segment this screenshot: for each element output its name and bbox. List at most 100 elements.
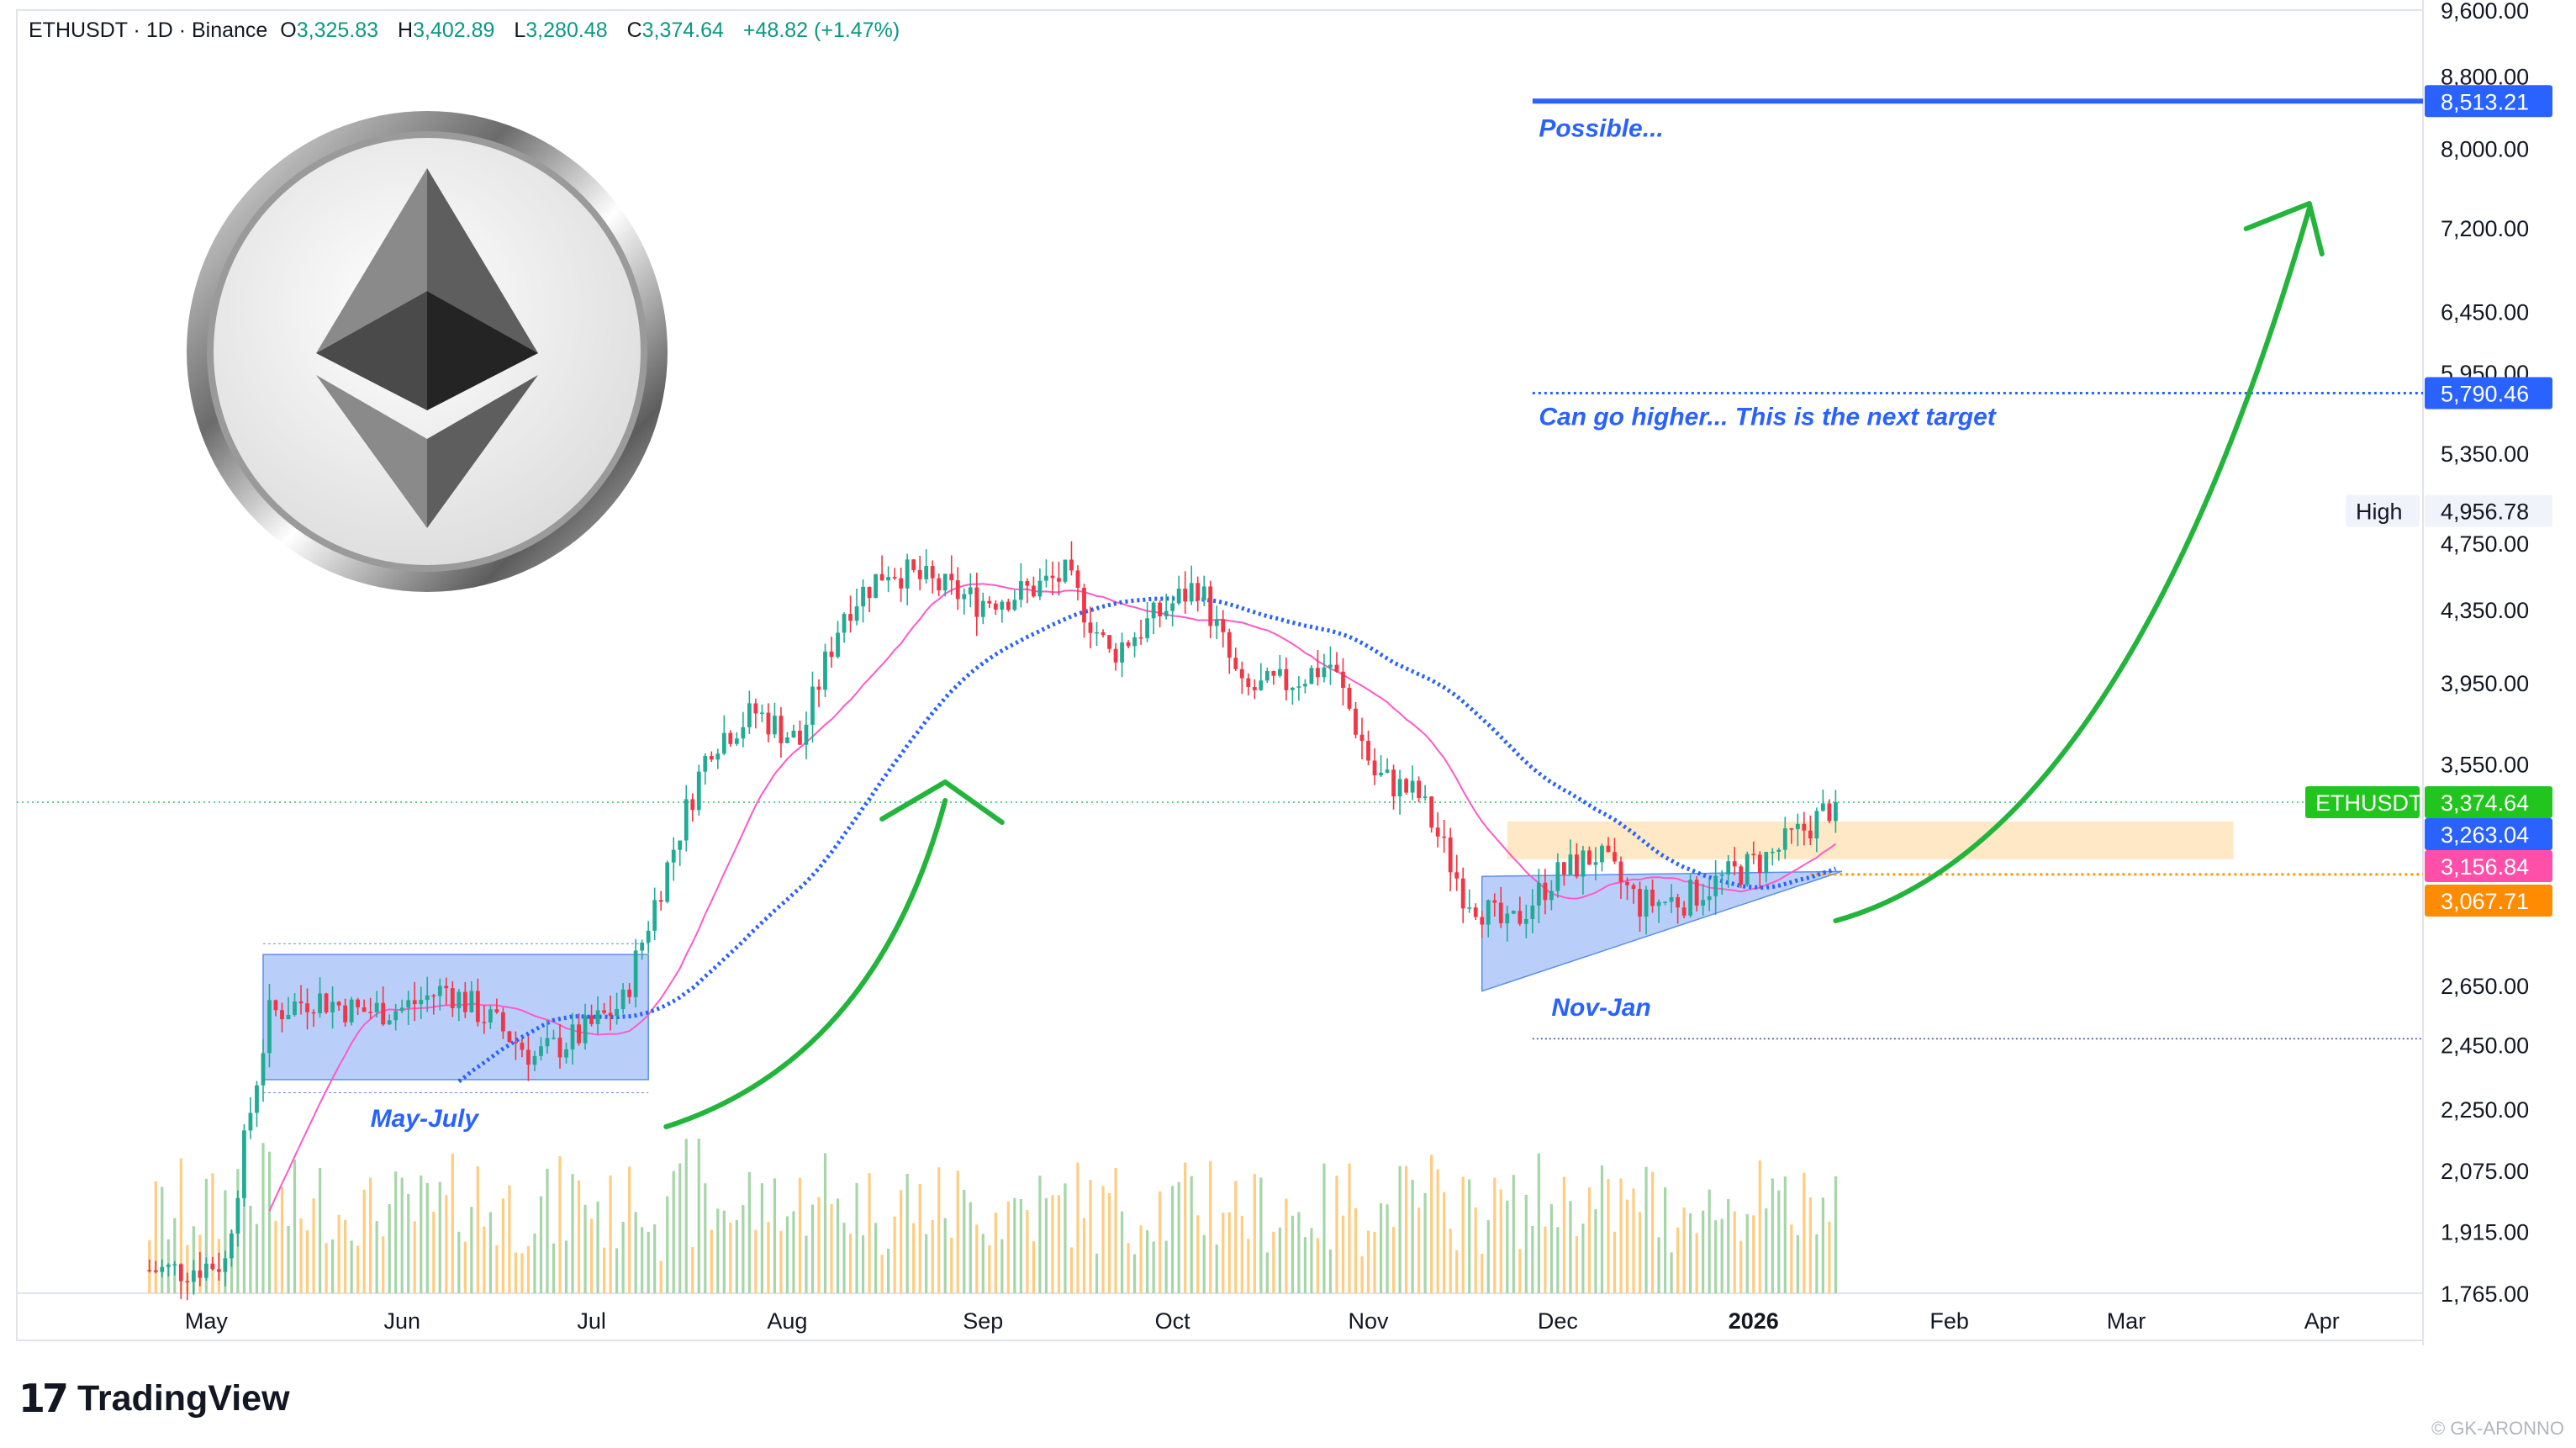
volume-bar (1638, 1212, 1642, 1293)
ma-blue-line (457, 596, 1837, 1084)
candle-body (615, 1008, 620, 1017)
volume-bar (1625, 1199, 1629, 1293)
annotation-text: May-July (371, 1105, 480, 1133)
volume-bar (1481, 1253, 1484, 1293)
candle-body (1802, 823, 1807, 831)
candle-body (1069, 559, 1074, 571)
candle-body (1246, 678, 1251, 688)
volume-bar (330, 1239, 335, 1293)
candle-body (399, 1007, 404, 1012)
candle-body (1808, 830, 1813, 839)
volume-bar (1152, 1241, 1155, 1293)
volume-bar (312, 1198, 315, 1293)
volume-bar (1120, 1211, 1124, 1293)
candle-body (747, 703, 752, 727)
candle-body (1751, 853, 1756, 856)
candle-body (1600, 845, 1604, 863)
candle-body (1454, 872, 1460, 879)
volume-bar (1486, 1220, 1490, 1293)
annotation-text: Possible... (1539, 114, 1663, 142)
y-tick-label: 2,250.00 (2441, 1097, 2529, 1123)
volume-bar (1335, 1176, 1338, 1293)
candle-body (1221, 619, 1226, 632)
candle-body (1669, 896, 1674, 902)
volume-bar (1758, 1160, 1761, 1293)
volume-bar (659, 1260, 662, 1293)
volume-bar (476, 1165, 479, 1293)
volume-bar (1575, 1236, 1579, 1293)
candle-body (1701, 900, 1706, 906)
candle-body (1138, 637, 1143, 639)
volume-bar (1222, 1213, 1225, 1293)
candle-body (1006, 601, 1011, 610)
volume-bar (1790, 1224, 1793, 1293)
volume-bar (350, 1240, 353, 1293)
candle-body (1151, 602, 1156, 619)
volume-bar (931, 1219, 934, 1293)
volume-bar (1360, 1256, 1364, 1293)
volume-bar (691, 1246, 694, 1293)
volume-bar (1430, 1155, 1433, 1293)
volume-bar (1455, 1250, 1459, 1293)
volume-bar (1506, 1200, 1509, 1293)
candle-body (773, 716, 777, 735)
y-tick-label: 9,600.00 (2441, 0, 2529, 24)
volume-bar (747, 1171, 751, 1293)
candle-body (305, 1003, 309, 1012)
volume-bar (249, 1205, 252, 1293)
volume-bar (1240, 1215, 1243, 1293)
candle-body (1120, 642, 1124, 663)
volume-bar (501, 1198, 505, 1293)
price-label-bg (2425, 885, 2552, 917)
tradingview-logo[interactable]: 17 TradingView (18, 1376, 290, 1421)
volume-bar (1562, 1176, 1565, 1293)
price-label: 3,374.64 (2441, 790, 2529, 816)
volume-bar (445, 1195, 448, 1293)
candle-body (198, 1270, 203, 1278)
volume-bar (925, 1234, 928, 1293)
candle-body (368, 1012, 373, 1013)
y-tick-label: 3,950.00 (2441, 671, 2529, 696)
volume-bar (1291, 1215, 1294, 1293)
candle-body (804, 724, 809, 745)
volume-bar (1796, 1235, 1799, 1293)
volume-bar (836, 1198, 840, 1293)
volume-bar (855, 1183, 858, 1293)
candle-body (942, 573, 948, 591)
candle-body (1183, 589, 1188, 602)
volume-bar (1164, 1240, 1168, 1293)
author-credit: © GK-ARONNO (2431, 1418, 2564, 1439)
volume-bar (1619, 1178, 1623, 1293)
candle-body (387, 1020, 392, 1025)
candle-body (911, 559, 916, 570)
volume-bar (204, 1178, 208, 1293)
candle-body (665, 862, 670, 902)
candle-body (178, 1264, 183, 1282)
candle-body (539, 1046, 543, 1056)
candle-body (1082, 588, 1086, 623)
volume-bar (842, 1223, 846, 1293)
candle-body (293, 1001, 297, 1015)
volume-bar (1765, 1208, 1768, 1293)
candle-body (210, 1263, 215, 1270)
candle-body (1530, 905, 1535, 919)
volume-bar (552, 1243, 556, 1293)
candle-body (1018, 581, 1023, 600)
candle-body (437, 986, 442, 996)
volume-bar (975, 1224, 979, 1293)
candle-body (1644, 889, 1649, 917)
candle-body (1391, 769, 1396, 797)
volume-bar (754, 1229, 757, 1293)
volume-bar (602, 1247, 606, 1293)
volume-bar (1777, 1190, 1781, 1293)
candle-body (298, 1001, 304, 1004)
volume-bar (179, 1158, 182, 1293)
volume-bar (887, 1248, 890, 1293)
volume-bar (526, 1245, 531, 1293)
volume-bar (1708, 1189, 1711, 1293)
candle-body (1239, 669, 1244, 679)
candle-body (1385, 769, 1390, 774)
candle-body (469, 991, 474, 1012)
volume-bar (1366, 1230, 1370, 1293)
